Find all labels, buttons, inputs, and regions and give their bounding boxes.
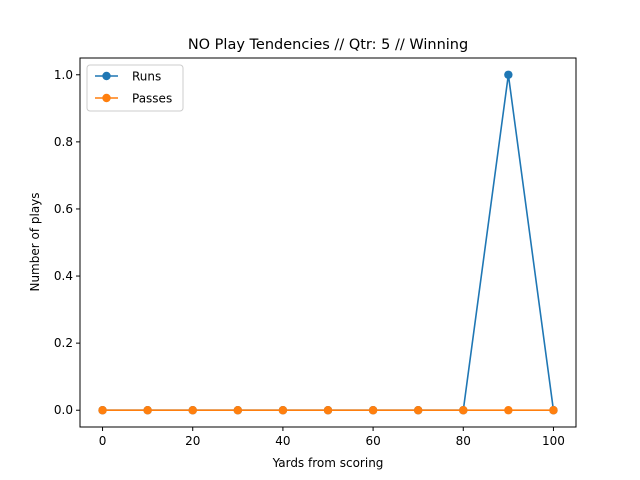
y-axis-ticks: 0.0 0.2 0.4 0.6 0.8 1.0	[54, 68, 80, 417]
plot-area-frame	[79, 57, 577, 428]
passes-data-point	[98, 406, 107, 415]
passes-data-point	[143, 406, 152, 415]
passes-data-point	[233, 406, 243, 415]
x-tick-label: 60	[365, 434, 380, 448]
passes-data-point	[188, 406, 197, 415]
passes-data-point	[278, 406, 288, 415]
x-tick-label: 40	[275, 434, 290, 448]
x-axis-ticks: 0 20 40 60 80 100	[99, 427, 565, 448]
passes-data-point	[368, 406, 378, 415]
runs-data-point	[504, 70, 513, 79]
y-tick-label: 0.2	[54, 336, 73, 350]
legend-runs-label: Runs	[132, 70, 161, 84]
passes-data-point	[413, 406, 423, 415]
passes-data-point	[323, 406, 333, 415]
y-axis-label: Number of plays	[28, 192, 42, 291]
y-tick-label: 1.0	[54, 68, 73, 82]
x-tick-label: 80	[456, 434, 471, 448]
passes-data-point	[459, 406, 468, 415]
y-tick-label: 0.4	[54, 269, 73, 283]
x-tick-label: 100	[542, 434, 565, 448]
chart-title: NO Play Tendencies // Qtr: 5 // Winning	[188, 37, 468, 53]
x-axis-label: Yards from scoring	[272, 456, 384, 470]
y-tick-label: 0.0	[54, 403, 73, 417]
legend-passes-label: Passes	[132, 92, 172, 106]
passes-data-point	[549, 406, 558, 415]
y-tick-label: 0.6	[54, 202, 73, 216]
legend: Runs Passes	[86, 64, 184, 112]
x-tick-label: 20	[185, 434, 200, 448]
x-tick-label: 0	[99, 434, 107, 448]
legend-passes-marker	[102, 93, 111, 103]
passes-data-point	[504, 406, 513, 415]
y-tick-label: 0.8	[54, 135, 73, 149]
legend-runs-marker	[102, 71, 111, 81]
series-layer	[98, 70, 558, 415]
